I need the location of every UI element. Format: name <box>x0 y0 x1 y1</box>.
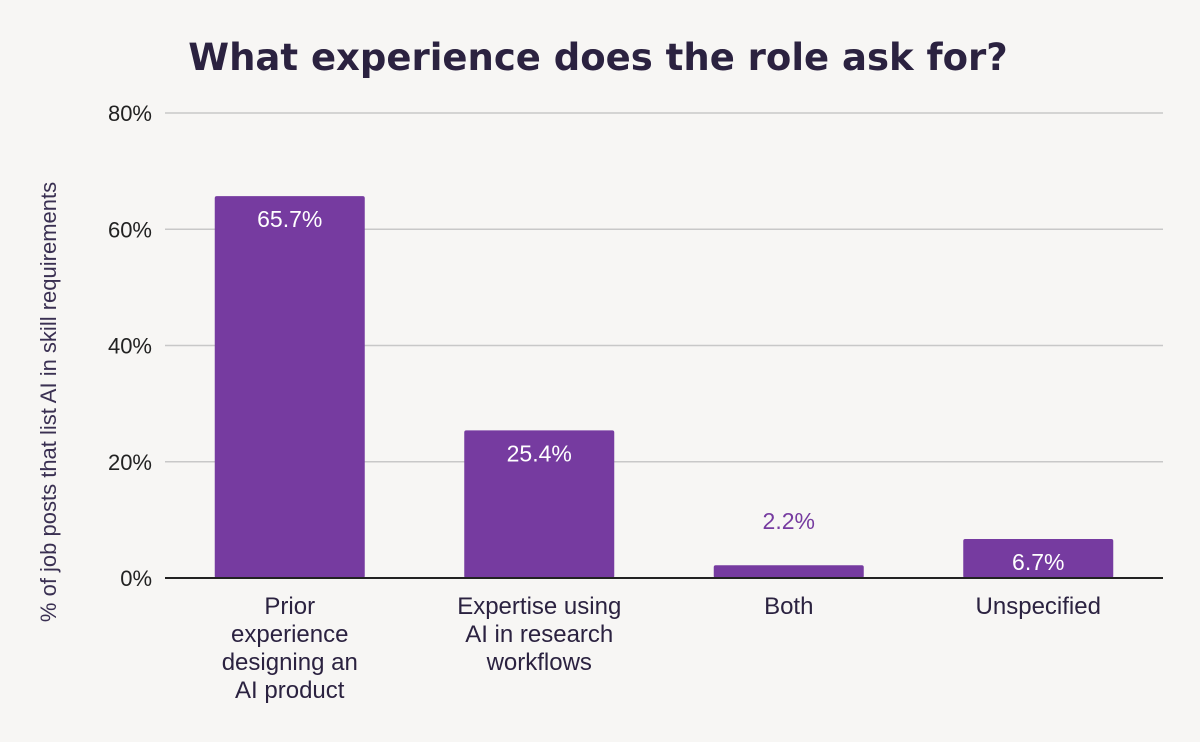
x-category-label: Unspecified <box>976 593 1101 620</box>
bar-value-label: 6.7% <box>1012 549 1064 575</box>
bar-value-label: 25.4% <box>507 440 572 466</box>
x-category-label: Expertise using <box>457 593 621 620</box>
x-category-label: experience <box>231 621 348 648</box>
x-category-label: workflows <box>486 649 592 676</box>
x-category-label: AI product <box>235 677 345 704</box>
x-category-label: designing an <box>222 649 358 676</box>
y-tick-label: 0% <box>120 566 152 591</box>
bar <box>963 539 1114 578</box>
y-tick-label: 60% <box>108 217 152 242</box>
bar <box>214 196 365 578</box>
bars <box>214 196 1114 578</box>
chart-title: What experience does the role ask for? <box>188 36 1007 79</box>
bar-value-label: 2.2% <box>763 508 815 534</box>
y-tick-label: 20% <box>108 450 152 475</box>
y-tick-label: 40% <box>108 334 152 359</box>
bar-value-label: 65.7% <box>257 206 322 232</box>
y-axis-ticks: 0% 20% 40% 60% 80% <box>108 101 152 591</box>
x-category-label: Both <box>764 593 813 620</box>
bar <box>713 565 864 578</box>
bar <box>464 430 615 578</box>
y-axis-label: % of job posts that list AI in skill req… <box>36 182 61 622</box>
x-category-label: AI in research <box>465 621 613 648</box>
y-tick-label: 80% <box>108 101 152 126</box>
x-category-label: Prior <box>264 593 315 620</box>
value-labels: 65.7% 25.4% 2.2% 6.7% <box>257 206 1064 575</box>
